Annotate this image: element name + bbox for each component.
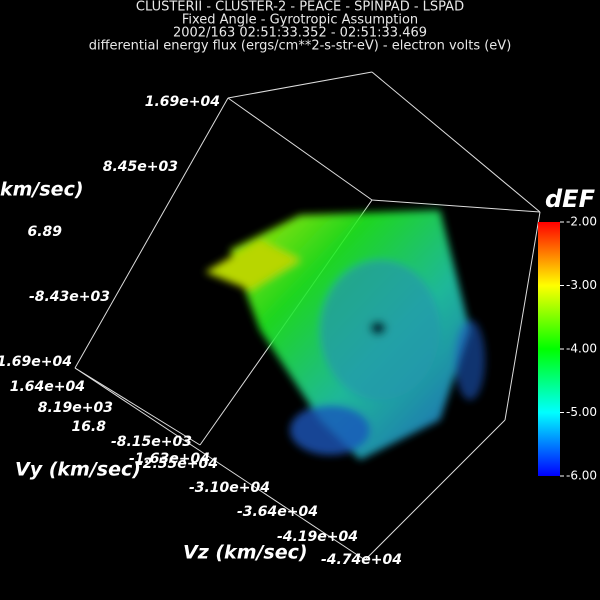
tick-label: 8.45e+03 <box>103 159 178 175</box>
colorbar-tick-label: -6.00 <box>566 469 597 483</box>
colorbar-tick-label: -4.00 <box>566 342 597 356</box>
tick-label: -3.64e+04 <box>237 504 318 520</box>
header-line: Fixed Angle - Gyrotropic Assumption <box>182 13 418 28</box>
tick-label: -2.55e+04 <box>137 456 218 472</box>
tick-label: -4.19e+04 <box>277 529 358 545</box>
tick-label: 1.64e+04 <box>10 379 85 395</box>
axis-title: Vz (km/sec) <box>183 542 308 564</box>
tick-label: -8.43e+03 <box>29 289 110 305</box>
colorbar-tick-label: -5.00 <box>566 405 597 419</box>
colorbar-tick-label: -2.00 <box>566 215 597 229</box>
tick-label: 8.19e+03 <box>38 400 113 416</box>
tick-label: -3.10e+04 <box>189 480 270 496</box>
tick-label: -8.15e+03 <box>111 434 192 450</box>
header-line: differential energy flux (ergs/cm**2-s-s… <box>89 39 512 54</box>
header-line: CLUSTERII - CLUSTER-2 - PEACE - SPINPAD … <box>136 0 464 15</box>
tick-label: -1.69e+04 <box>0 354 72 370</box>
tick-label: 1.69e+04 <box>145 94 220 110</box>
colorbar-tick-label: -3.00 <box>566 278 597 292</box>
surface <box>205 210 485 460</box>
colorbar-title: dEF <box>545 185 596 213</box>
tick-label: -4.74e+04 <box>321 552 402 568</box>
tick-label: 6.89 <box>27 224 62 240</box>
axis-title: km/sec) <box>0 179 84 201</box>
header-line: 2002/163 02:51:33.352 - 02:51:33.469 <box>173 26 427 41</box>
axis-title: Vy (km/sec) <box>15 459 141 481</box>
colorbar <box>538 222 560 476</box>
tick-label: 16.8 <box>71 419 106 435</box>
tick-label: -1.63e+04 <box>129 451 210 467</box>
